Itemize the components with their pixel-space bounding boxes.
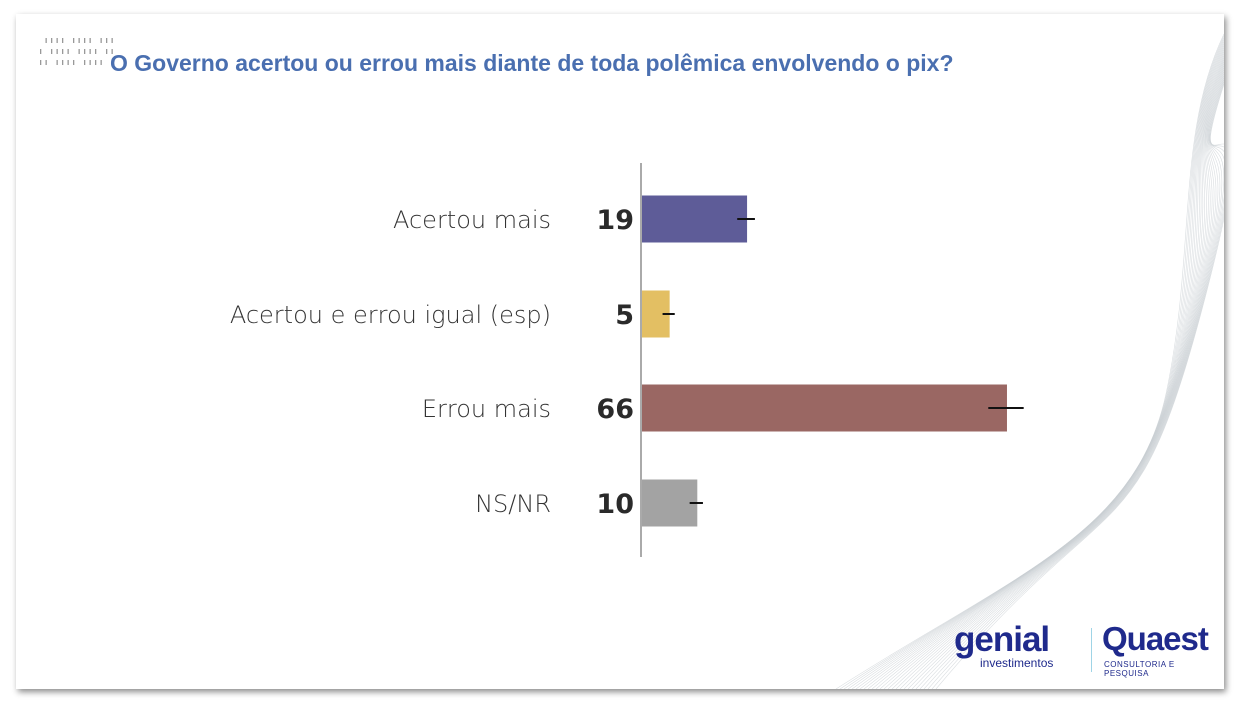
category-label: Acertou mais (393, 206, 551, 234)
quaest-logo: Quaest (1102, 620, 1209, 657)
bar (642, 384, 1007, 432)
chart-title: O Governo acertou ou errou mais diante d… (110, 50, 954, 76)
bar (642, 195, 748, 243)
slide: O Governo acertou ou errou mais diante d… (16, 14, 1224, 689)
decorative-wave-lines (835, 33, 1224, 689)
logos: genial investimentos Quaest CONSULTORIA … (954, 620, 1209, 678)
logo-divider (1091, 628, 1092, 672)
value-label: 5 (615, 300, 634, 331)
value-label: 66 (596, 394, 634, 425)
decorative-dots-icon (40, 38, 113, 65)
value-label: 19 (596, 205, 634, 236)
genial-logo: genial (954, 620, 1050, 659)
genial-logo-sub: investimentos (980, 656, 1054, 670)
category-label: NS/NR (475, 490, 551, 518)
bar (642, 479, 698, 527)
quaest-logo-sub: CONSULTORIA E PESQUISA (1104, 660, 1175, 678)
category-label: Errou mais (422, 395, 551, 423)
value-label: 10 (596, 489, 634, 520)
category-label: Acertou e errou igual (esp) (230, 301, 551, 329)
